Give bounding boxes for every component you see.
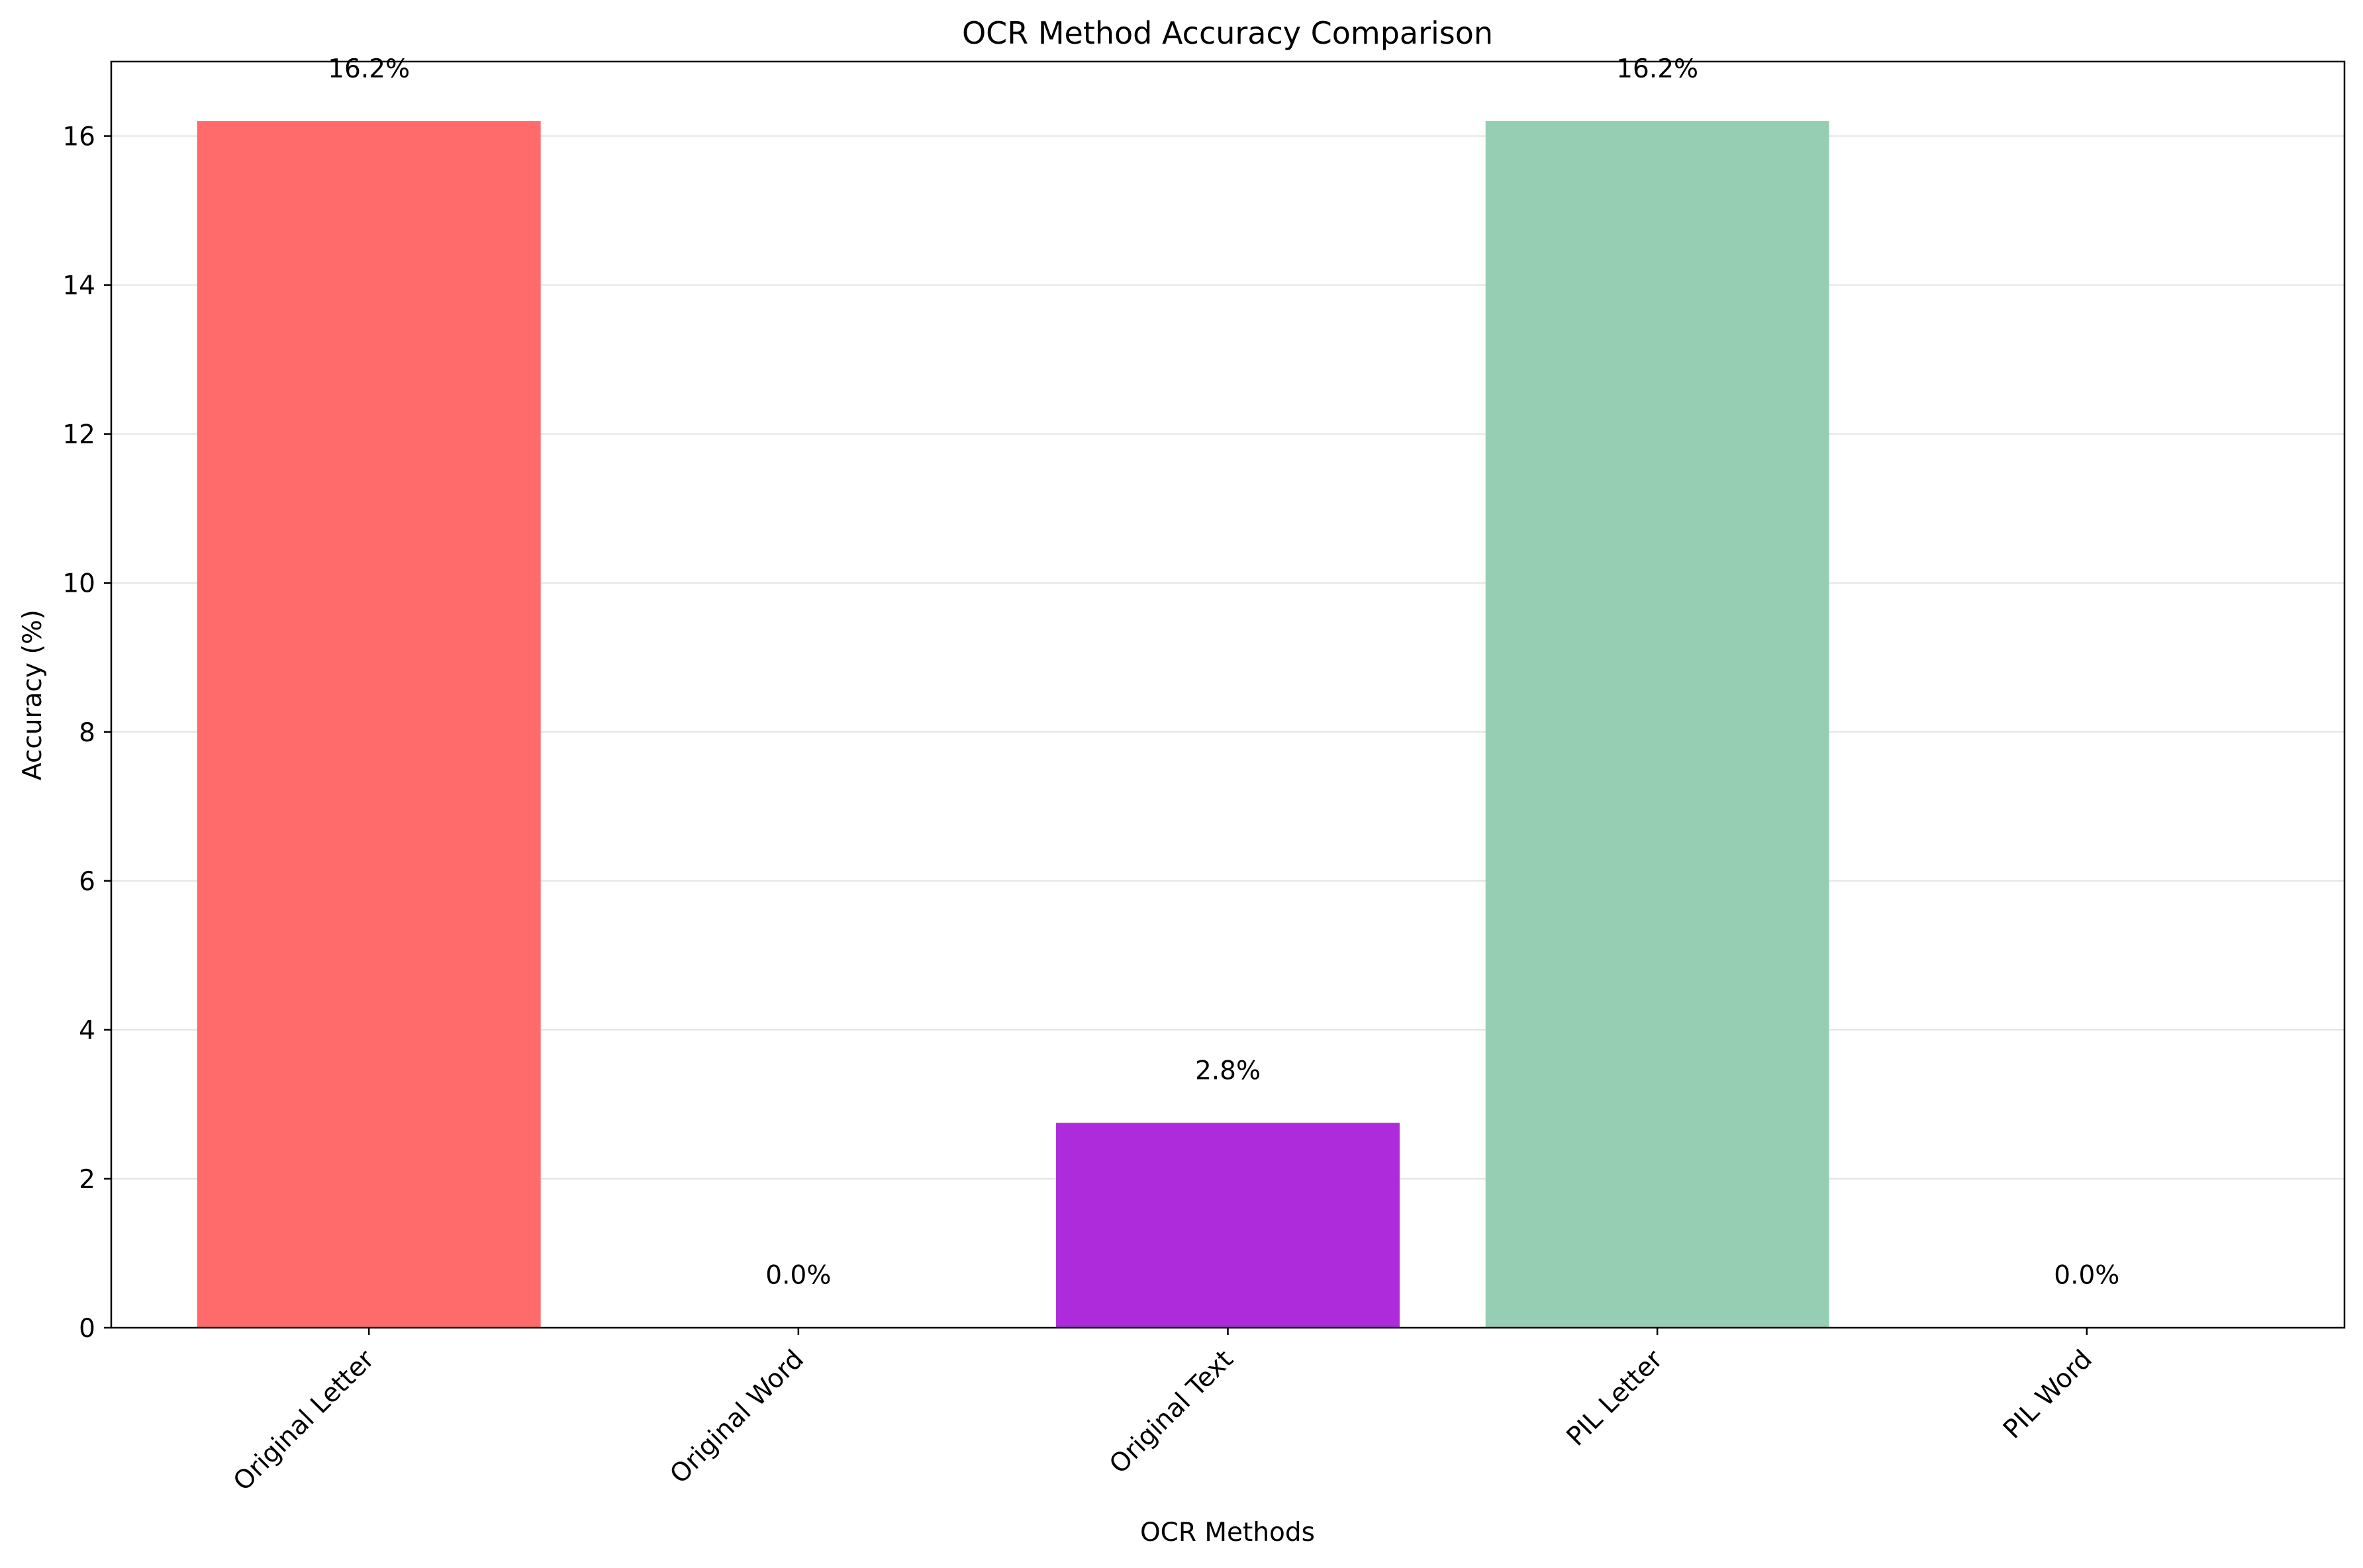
y-tick-label: 2 <box>79 1165 95 1195</box>
data-label: 2.8% <box>1195 1056 1261 1085</box>
y-tick-label: 10 <box>62 569 95 599</box>
bar-original-letter <box>197 121 541 1328</box>
data-labels: 16.2% 0.0% 2.8% 16.2% 0.0% <box>328 54 2119 1291</box>
y-tick-label: 16 <box>62 122 95 152</box>
y-tick-label: 14 <box>62 271 95 301</box>
x-tick-label: Original Letter <box>228 1344 381 1497</box>
y-axis-label: Accuracy (%) <box>18 610 48 780</box>
x-tick-label: PIL Word <box>1998 1344 2098 1445</box>
chart-title: OCR Method Accuracy Comparison <box>962 15 1493 51</box>
data-label: 0.0% <box>2054 1261 2119 1291</box>
bar-original-text <box>1056 1123 1400 1328</box>
y-tick-label: 4 <box>79 1016 95 1046</box>
x-tick-label: Original Word <box>665 1344 810 1489</box>
bars <box>197 121 1829 1328</box>
x-axis-label: OCR Methods <box>1140 1518 1315 1547</box>
y-tick-label: 8 <box>79 718 95 748</box>
data-label: 0.0% <box>765 1261 831 1291</box>
data-label: 16.2% <box>328 54 410 84</box>
y-tick-label: 6 <box>79 867 95 897</box>
plot-frame <box>110 60 2346 1329</box>
x-tick-label: Original Text <box>1104 1344 1239 1479</box>
y-tick-label: 0 <box>79 1314 95 1344</box>
x-tick-label: PIL Letter <box>1561 1344 1669 1452</box>
bar-pil-letter <box>1485 121 1829 1328</box>
data-label: 16.2% <box>1616 54 1698 84</box>
y-tick-label: 12 <box>62 420 95 450</box>
